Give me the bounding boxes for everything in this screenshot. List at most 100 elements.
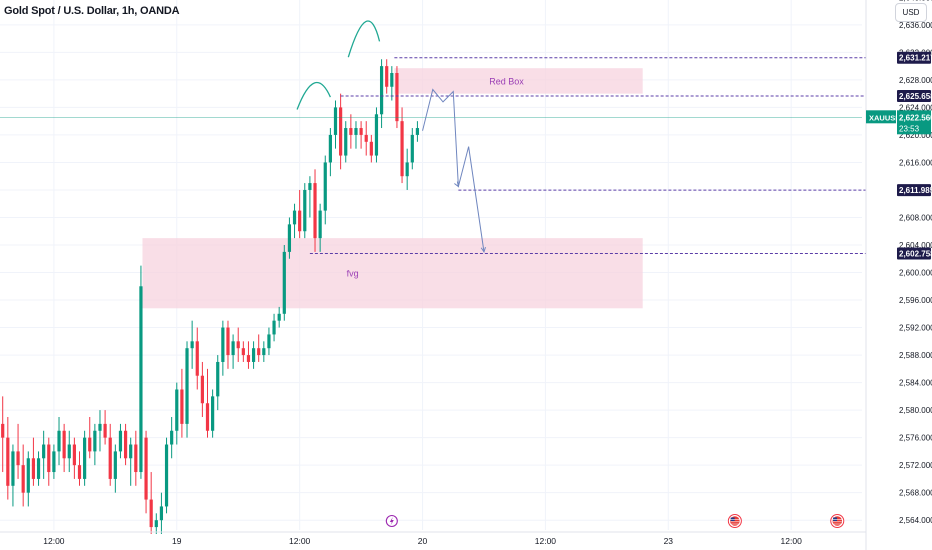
candle-body — [103, 423, 107, 438]
flash-bolt — [389, 517, 394, 525]
candle-body — [267, 334, 271, 349]
level-price-label: 2,602.758 — [899, 250, 932, 259]
level-price-label: 2,611.985 — [899, 186, 932, 195]
candle-body — [292, 210, 297, 225]
candle-body — [149, 499, 153, 528]
candle-body — [415, 128, 420, 135]
time-tick-label: 12:00 — [535, 536, 557, 546]
candle-body — [272, 320, 276, 335]
current-price-tag — [897, 110, 931, 135]
candle-body — [195, 341, 199, 376]
candle-body — [52, 451, 56, 473]
candle-body — [1, 423, 5, 438]
candle-body — [42, 444, 46, 459]
candle-body — [298, 210, 302, 232]
level-price-label: 2,625.658 — [899, 92, 932, 101]
candle-body — [395, 73, 399, 122]
level-price-tag — [897, 51, 931, 64]
candle-body — [159, 506, 164, 521]
shoulder-arc — [296, 81, 331, 110]
candle-body — [31, 458, 36, 479]
candle-body — [328, 134, 332, 163]
price-tick-label: 2,568.000 — [899, 489, 932, 498]
price-tick-label: 2,576.000 — [899, 434, 932, 443]
candle-body — [216, 361, 220, 397]
price-tick-label: 2,608.000 — [899, 213, 932, 222]
candle-body — [410, 134, 414, 163]
candle-body — [77, 465, 82, 479]
time-tick-label: 12:00 — [781, 536, 803, 546]
projection-path — [422, 88, 485, 252]
candle-body — [339, 107, 343, 156]
price-tick-label: 2,616.000 — [899, 158, 932, 167]
candle-body — [313, 183, 317, 239]
projection-arrowhead-small — [454, 181, 460, 188]
candle-body — [11, 451, 15, 486]
candle-body — [62, 430, 66, 459]
time-tick-label: 12:00 — [289, 536, 311, 546]
candle-body — [374, 114, 379, 156]
candle-body — [108, 437, 112, 479]
countdown-label: 23:53 — [899, 124, 920, 133]
time-tick-label: 23 — [664, 536, 674, 546]
price-tick-label: 2,600.000 — [899, 269, 932, 278]
candle-body — [83, 437, 87, 479]
price-tick-label: 2,580.000 — [899, 406, 932, 415]
projection-arrowhead — [480, 246, 486, 254]
candle-body — [98, 423, 102, 431]
candle-body — [180, 389, 184, 424]
candle-body — [200, 375, 204, 404]
candle-body — [154, 520, 158, 528]
candle-body — [21, 465, 25, 493]
candle-body — [57, 430, 61, 452]
level-price-tag — [897, 89, 931, 102]
price-tick-label: 2,588.000 — [899, 351, 932, 360]
candle-body — [369, 141, 373, 156]
price-tick-label: 2,640.000 — [899, 0, 932, 2]
candle-body — [88, 437, 92, 452]
candle-body — [333, 107, 338, 135]
candle-body — [6, 437, 10, 486]
candle-body — [379, 66, 384, 115]
candle-body — [190, 341, 194, 349]
candle-body — [344, 128, 348, 156]
candle-body — [139, 286, 143, 473]
candle-body — [405, 162, 409, 177]
candle-body — [113, 451, 117, 479]
candle-body — [241, 348, 245, 356]
candle-body — [164, 444, 169, 507]
candle-body — [16, 451, 20, 466]
current-price-label: 2,622.560 — [899, 113, 932, 122]
candle-body — [364, 134, 368, 142]
candle-body — [277, 313, 281, 321]
price-tick-label: 2,620.000 — [899, 131, 932, 140]
price-tick-label: 2,636.000 — [899, 21, 932, 30]
chart-title: Gold Spot / U.S. Dollar, 1h, OANDA — [4, 5, 180, 17]
candle-body — [359, 128, 363, 135]
candle-body — [323, 162, 327, 211]
candle-body — [308, 183, 312, 190]
time-tick-label: 12:00 — [43, 536, 65, 546]
candle-body — [36, 458, 41, 479]
candle-body — [221, 327, 225, 362]
candle-body — [236, 341, 240, 349]
symbol-label: XAUUSD — [869, 113, 901, 122]
level-price-tag — [897, 184, 931, 197]
candle-body — [26, 458, 30, 493]
head-arc — [347, 20, 381, 58]
candle-body — [318, 210, 322, 239]
candle-body — [67, 444, 71, 459]
currency-button[interactable]: USD — [895, 3, 927, 22]
zone-box — [142, 238, 643, 309]
symbol-tag — [866, 110, 896, 124]
candle-body — [354, 128, 358, 135]
candle-body — [129, 444, 133, 459]
candle-body — [287, 224, 292, 252]
candle-body — [257, 348, 261, 356]
candle-body — [93, 430, 97, 452]
candle-body — [246, 355, 251, 362]
candle-body — [349, 128, 353, 135]
time-tick-label: 20 — [418, 536, 428, 546]
candle-body — [123, 430, 128, 459]
